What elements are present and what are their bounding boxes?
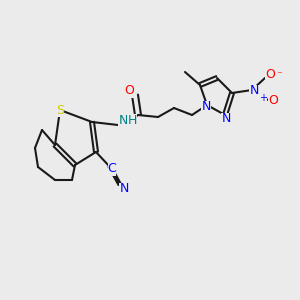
Text: ⁻: ⁻ [276, 70, 282, 80]
Text: N: N [249, 85, 259, 98]
Text: O: O [265, 68, 275, 82]
Text: H: H [127, 113, 137, 127]
Text: O: O [268, 94, 278, 106]
Text: S: S [56, 103, 64, 116]
Text: N: N [221, 112, 231, 125]
Text: N: N [118, 113, 128, 127]
Text: C: C [108, 163, 116, 176]
Text: N: N [201, 100, 211, 113]
Text: +: + [259, 93, 267, 103]
Text: O: O [124, 85, 134, 98]
Text: N: N [119, 182, 129, 196]
